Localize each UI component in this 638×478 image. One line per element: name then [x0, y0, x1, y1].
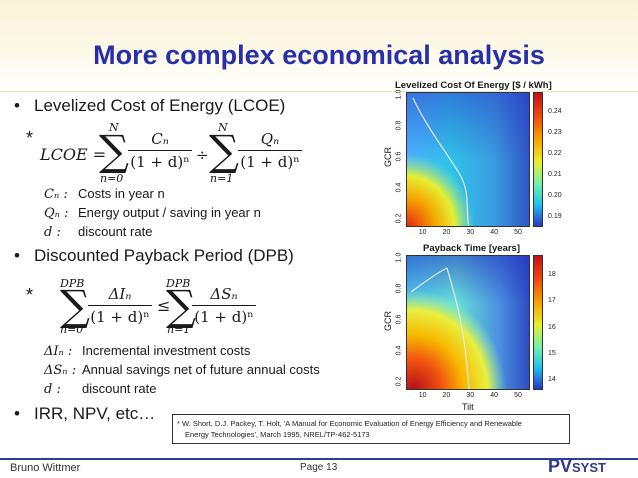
- dpb-sum1-bottom: n=0: [60, 323, 84, 336]
- lcoe-sum1-bottom: n=0: [100, 172, 124, 185]
- payback-chart-ytick: 1.0: [395, 252, 403, 263]
- lcoe-chart-ylabel: GCR: [383, 147, 393, 167]
- lcoe-sum2-sigma: ∑: [209, 126, 239, 175]
- payback-chart-ytick: 0.2: [395, 376, 403, 387]
- dpb-definitions: ΔIₙ : Incremental investment costs ΔSₙ :A…: [44, 342, 320, 399]
- payback-chart-colorbar-tick: 18: [548, 271, 556, 278]
- dpb-sum2-bottom: n=1: [167, 323, 191, 336]
- lcoe-sum1-sigma: ∑: [99, 126, 129, 175]
- payback-chart-colorbar-tick: 14: [548, 376, 556, 383]
- payback-chart-colorbar-tick: 15: [548, 349, 556, 357]
- dpb-def-savings: ΔSₙ : Annual savings net of future annual…: [44, 362, 320, 378]
- pvsyst-logo: PVSYST: [548, 456, 606, 476]
- lcoe-definitions: Cₙ : Costs in year n Qₙ : Energy output / …: [44, 185, 261, 242]
- lcoe-lhs: LCOE =: [40, 145, 107, 164]
- lcoe-chart-colorbar-tick: 0.23: [548, 129, 562, 136]
- title-banner: [0, 0, 638, 92]
- payback-colorbar: [533, 255, 543, 390]
- bullet-dpb-text: Discounted Payback Period (DPB): [34, 246, 294, 265]
- bullet-irr-npv-text: IRR, NPV, etc…: [34, 404, 156, 423]
- lcoe-chart-xtick: 10: [418, 229, 427, 236]
- dpb-den-savings: (1 + d)ⁿ: [194, 308, 254, 326]
- lcoe-num-energy: Qₙ: [260, 130, 280, 148]
- footer-author: Bruno Wittmer: [10, 462, 81, 474]
- payback-chart-colorbar-tick: 17: [548, 297, 556, 305]
- slide-title: More complex economical analysis: [93, 40, 545, 70]
- lcoe-chart-colorbar-tick: 0.19: [548, 213, 562, 220]
- lcoe-chart-colorbar-tick: 0.24: [548, 108, 562, 115]
- lcoe-chart-colorbar-tick: 0.20: [548, 192, 562, 199]
- dpb-sum1-sigma: ∑: [60, 281, 90, 330]
- lcoe-def-energy: Qₙ : Energy output / saving in year n: [44, 205, 261, 221]
- dpb-num-savings: ΔSₙ: [210, 285, 238, 303]
- reference-box: * W. Short, D.J. Packey, T. Holt, 'A Man…: [172, 414, 570, 444]
- payback-chart-xlabel: Tilt: [462, 402, 474, 412]
- lcoe-fraction-costs: Cₙ (1 + d)ⁿ: [128, 130, 192, 171]
- lcoe-den-energy: (1 + d)ⁿ: [240, 153, 300, 171]
- payback-chart-xtick: 20: [442, 392, 451, 399]
- payback-chart-ytick: 0.6: [395, 314, 403, 325]
- lcoe-chart-ytick: 0.8: [395, 120, 403, 131]
- lcoe-def-costs: Cₙ : Costs in year n: [44, 186, 165, 202]
- dpb-leq: ≤: [157, 296, 171, 315]
- dpb-den-investment: (1 + d)ⁿ: [90, 308, 150, 326]
- lcoe-chart-ytick: 1.0: [395, 89, 403, 100]
- reference-line-2: Energy Technologies', March 1995, NREL/T…: [185, 430, 370, 439]
- lcoe-chart-xtick: 40: [490, 229, 499, 236]
- lcoe-divide: ÷: [196, 146, 209, 164]
- lcoe-sum2-top: N: [218, 121, 228, 134]
- lcoe-chart-xtick: 50: [514, 229, 522, 236]
- dpb-fraction-investment: ΔIₙ (1 + d)ⁿ: [88, 285, 152, 326]
- payback-chart-colorbar-tick: 16: [548, 323, 556, 331]
- lcoe-chart-ytick: 0.4: [395, 182, 403, 193]
- payback-chart-xtick: 30: [466, 392, 475, 399]
- lcoe-chart-colorbar-tick: 0.21: [548, 171, 562, 178]
- payback-heatmap: [406, 255, 530, 390]
- dpb-sum2-top: DPB: [166, 277, 191, 290]
- lcoe-chart-xtick: 20: [442, 229, 451, 236]
- lcoe-fraction-energy: Qₙ (1 + d)ⁿ: [238, 130, 302, 171]
- lcoe-chart-xtick: 30: [466, 229, 475, 236]
- lcoe-chart-title: Levelized Cost Of Energy [$ / kWh]: [395, 80, 552, 91]
- dpb-def-discount: d : discount rate: [44, 381, 157, 397]
- bullet-irr-npv: • IRR, NPV, etc…: [14, 404, 156, 423]
- payback-chart-ytick: 0.8: [395, 283, 403, 294]
- payback-chart-xtick: 40: [490, 392, 499, 399]
- lcoe-num-costs: Cₙ: [151, 130, 169, 148]
- payback-heatmap-svg: [407, 256, 529, 389]
- lcoe-chart-colorbar-tick: 0.22: [548, 150, 562, 157]
- lcoe-heatmap-svg: [407, 93, 529, 226]
- payback-chart-xtick: 10: [418, 392, 427, 399]
- dpb-fraction-savings: ΔSₙ (1 + d)ⁿ: [192, 285, 256, 326]
- footer-rule: [0, 458, 638, 460]
- payback-chart-ytick: 0.4: [395, 345, 403, 356]
- lcoe-def-discount: d : discount rate: [44, 224, 153, 240]
- dpb-star: *: [26, 285, 34, 305]
- bullet-lcoe-text: Levelized Cost of Energy (LCOE): [34, 96, 286, 115]
- bullet-dpb: • Discounted Payback Period (DPB): [14, 246, 294, 265]
- lcoe-colorbar: [533, 92, 543, 227]
- reference-line-1: * W. Short, D.J. Packey, T. Holt, 'A Man…: [177, 419, 522, 428]
- lcoe-chart-ytick: 0.2: [395, 213, 403, 224]
- lcoe-den-costs: (1 + d)ⁿ: [130, 153, 190, 171]
- lcoe-sum1-top: N: [109, 121, 119, 134]
- lcoe-heatmap: [406, 92, 530, 227]
- payback-chart-ylabel: GCR: [383, 311, 393, 331]
- payback-chart-title: Payback Time [years]: [423, 243, 520, 254]
- bullet-lcoe: • Levelized Cost of Energy (LCOE): [14, 96, 286, 115]
- footer-page-number: Page 13: [300, 462, 338, 473]
- dpb-sum2-sigma: ∑: [166, 281, 196, 330]
- dpb-def-investment: ΔIₙ : Incremental investment costs: [44, 343, 251, 359]
- lcoe-star: *: [26, 128, 34, 148]
- payback-chart-xtick: 50: [514, 392, 522, 399]
- lcoe-sum2-bottom: n=1: [210, 172, 234, 185]
- dpb-sum1-top: DPB: [60, 277, 85, 290]
- dpb-num-investment: ΔIₙ: [108, 285, 132, 303]
- lcoe-chart-ytick: 0.6: [395, 151, 403, 162]
